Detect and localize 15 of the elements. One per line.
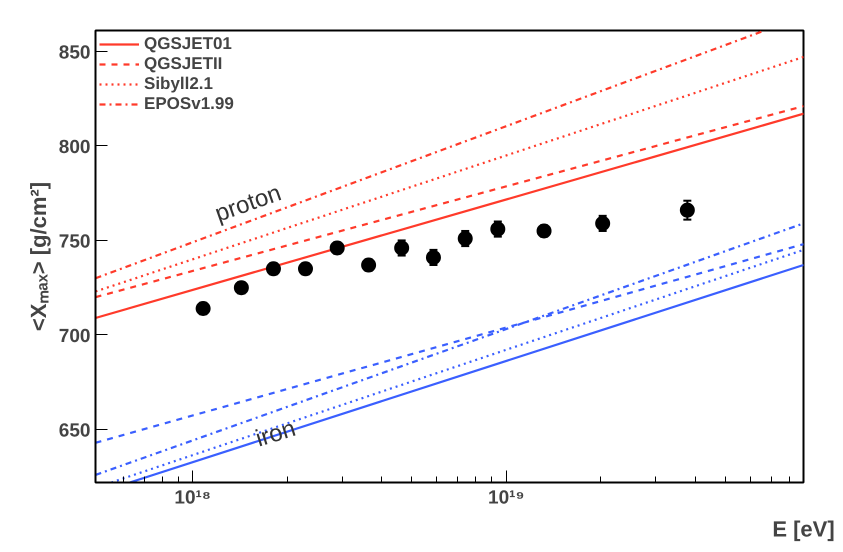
legend-label: Sibyll2.1 xyxy=(144,74,213,94)
legend-label: EPOSv1.99 xyxy=(144,94,234,114)
y-tick-label: 650 xyxy=(58,420,90,442)
x-tick-label: 10¹⁹ xyxy=(488,488,524,508)
annotation: proton xyxy=(211,179,285,228)
x-axis-title: E [eV] xyxy=(772,516,835,542)
x-tick-label: 10¹⁸ xyxy=(174,488,211,508)
y-tick-label: 800 xyxy=(58,136,90,158)
y-tick-label: 850 xyxy=(58,42,90,64)
legend-label: QGSJETII xyxy=(144,54,222,74)
y-tick-label: 750 xyxy=(58,231,90,252)
y-tick-label: 700 xyxy=(58,326,90,347)
legend-label: QGSJET01 xyxy=(144,34,232,54)
annotation: iron xyxy=(252,414,299,452)
y-axis-title: <Xₘₐₓ> [g/cm²] xyxy=(26,182,51,332)
